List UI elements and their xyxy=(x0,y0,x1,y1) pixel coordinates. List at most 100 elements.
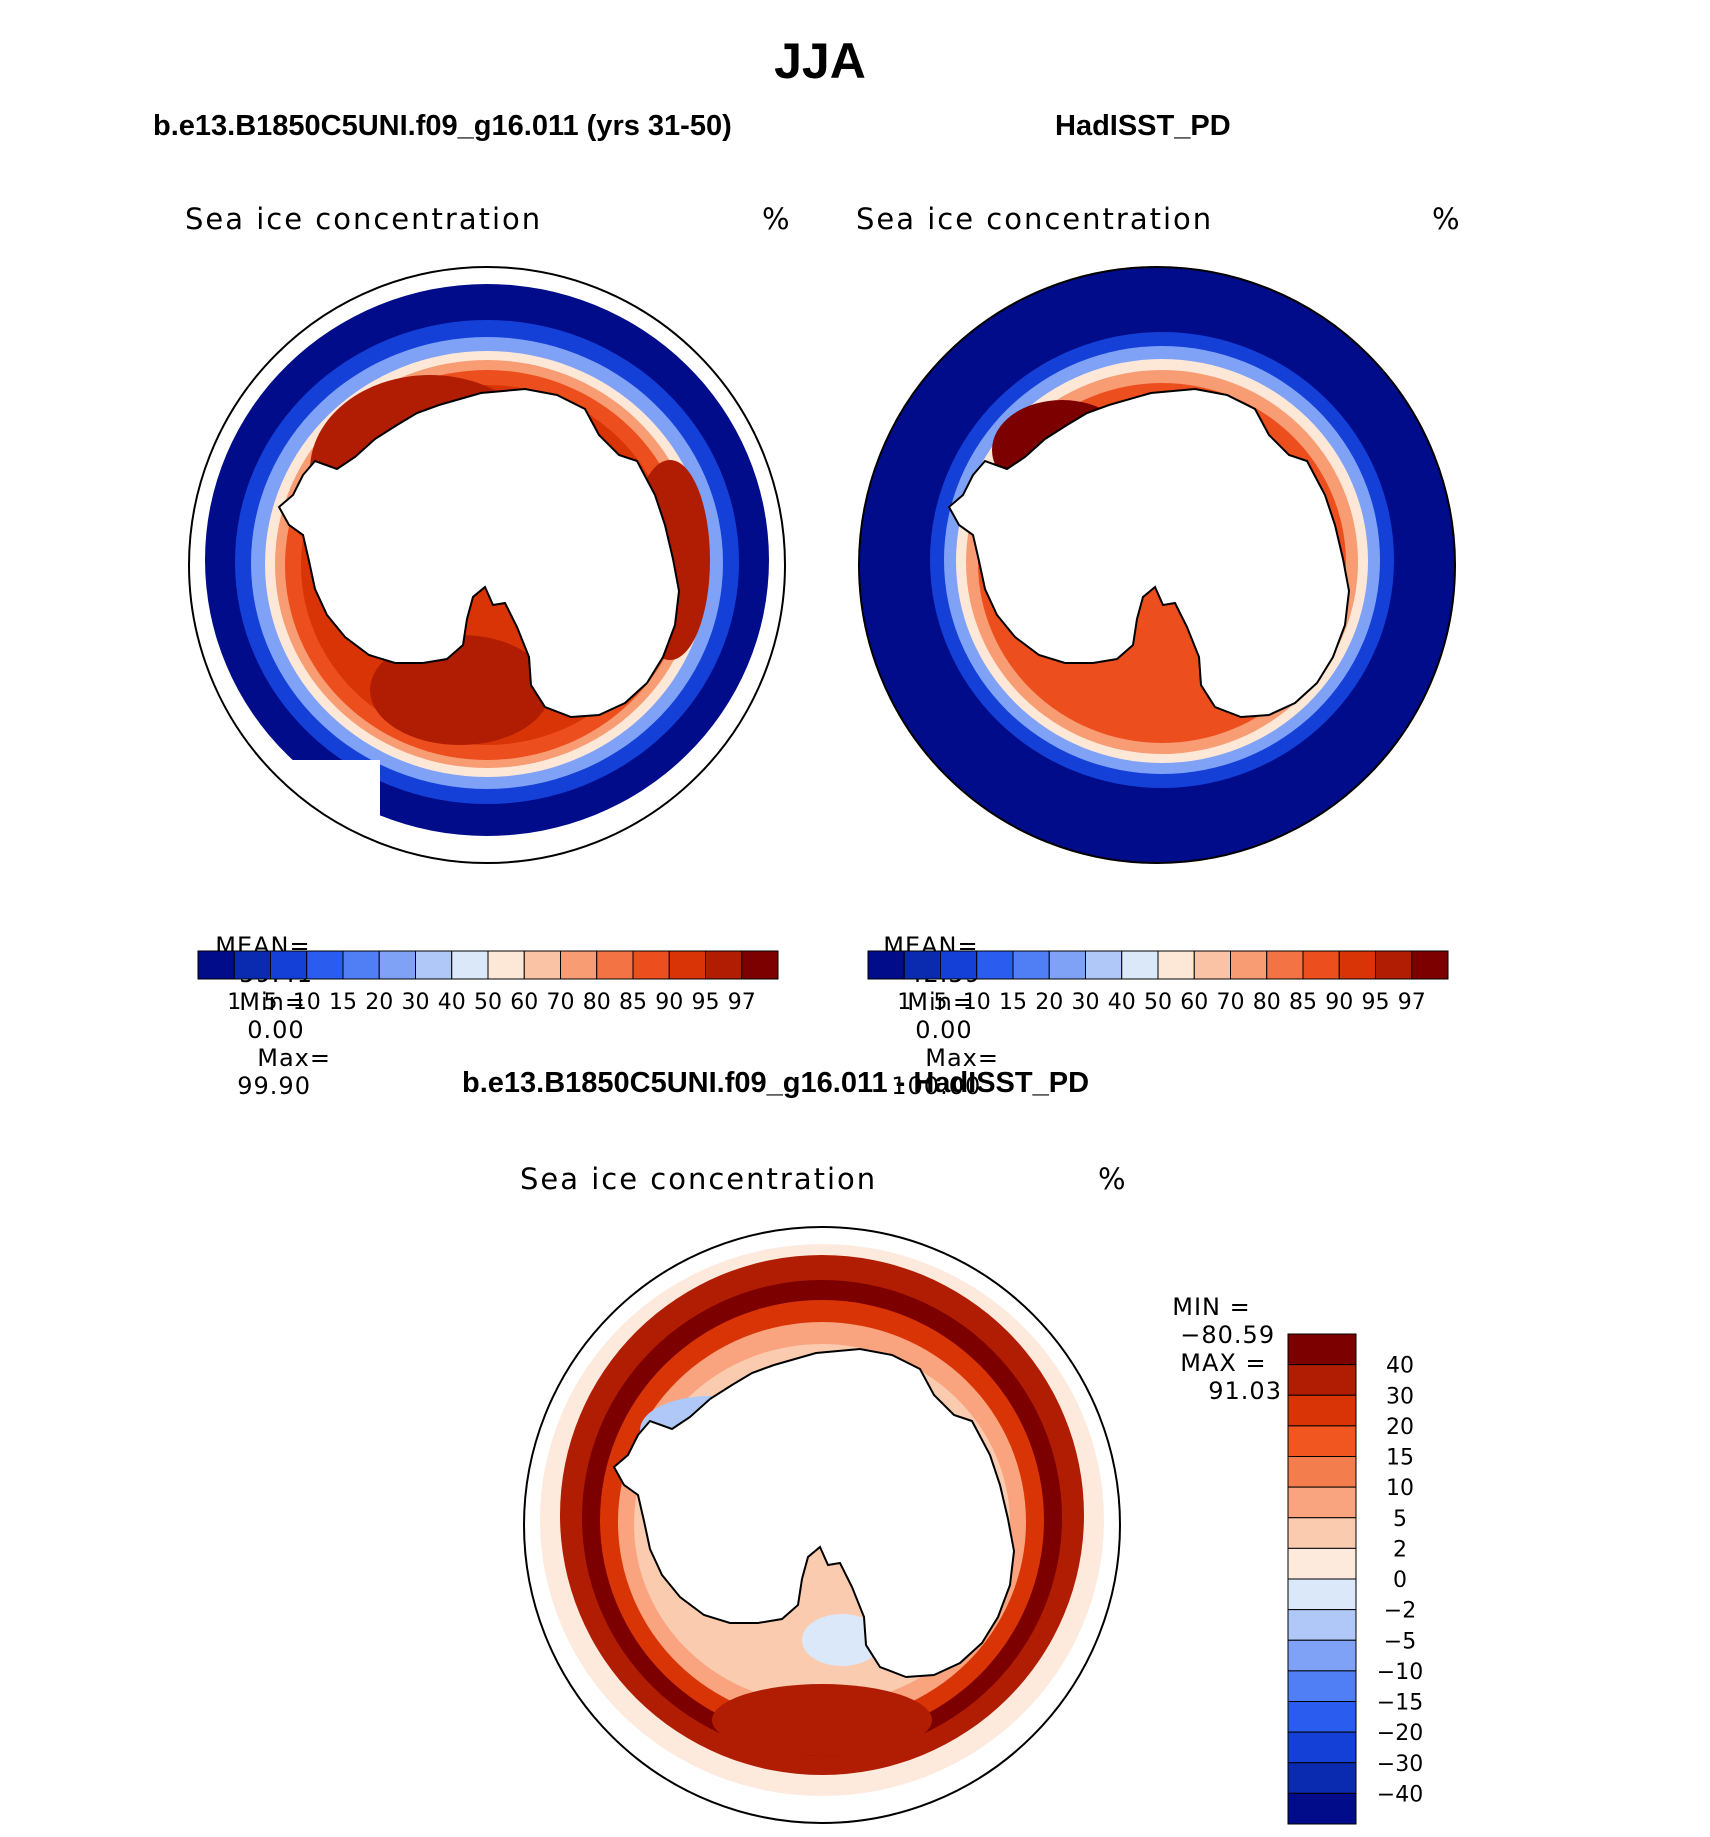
diff-colorbar-swatch xyxy=(1287,1762,1357,1794)
model-colorbar-swatch xyxy=(415,950,453,980)
diff-colorbar-swatch xyxy=(1287,1364,1357,1396)
obs-colorbar-swatch xyxy=(1375,950,1413,980)
diff-max-value: 91.03 xyxy=(1208,1377,1282,1405)
diff-min-label: MIN = xyxy=(1172,1293,1251,1321)
diff-colorbar-swatch xyxy=(1287,1333,1357,1366)
obs-colorbar-tick-label: 80 xyxy=(1253,990,1281,1015)
obs-units-label: % xyxy=(1432,202,1460,236)
model-colorbar-swatch xyxy=(451,950,489,980)
diff-colorbar-swatch xyxy=(1287,1425,1357,1457)
model-colorbar-swatch xyxy=(197,950,235,980)
obs-colorbar-swatch xyxy=(1338,950,1376,980)
obs-colorbar-swatch xyxy=(1230,950,1268,980)
diff-map xyxy=(523,1226,1121,1824)
diff-colorbar-swatch xyxy=(1287,1517,1357,1549)
obs-colorbar-swatch xyxy=(903,950,941,980)
obs-colorbar-swatch xyxy=(1048,950,1086,980)
diff-colorbar-swatch xyxy=(1287,1670,1357,1702)
diff-colorbar-swatch xyxy=(1287,1701,1357,1733)
diff-colorbar-swatch xyxy=(1287,1547,1357,1580)
model-map xyxy=(188,266,786,864)
diff-panel-title: b.e13.B1850C5UNI.f09_g16.011 - HadISST_P… xyxy=(462,1067,1090,1099)
diff-max-label: MAX = xyxy=(1180,1349,1267,1377)
model-colorbar-tick-label: 97 xyxy=(728,990,756,1015)
diff-colorbar-tick-label: 40 xyxy=(1386,1354,1414,1379)
diff-colorbar-tick-label: −30 xyxy=(1377,1752,1423,1777)
model-colorbar-swatch xyxy=(560,950,598,980)
obs-map xyxy=(858,266,1456,864)
figure-title: JJA xyxy=(774,33,866,89)
model-colorbar-swatch xyxy=(523,950,561,980)
obs-colorbar-swatch xyxy=(1012,950,1050,980)
model-min-value: 0.00 xyxy=(247,1016,305,1044)
obs-max-value: 100.00 xyxy=(891,1072,982,1100)
model-colorbar-swatch xyxy=(705,950,743,980)
obs-colorbar-swatch xyxy=(1266,950,1304,980)
obs-colorbar-swatch xyxy=(867,950,905,980)
diff-colorbar-swatch xyxy=(1287,1578,1357,1611)
obs-panel-title: HadISST_PD xyxy=(1055,110,1231,142)
diff-colorbar-tick-label: 30 xyxy=(1386,1384,1414,1409)
model-units-label: % xyxy=(762,202,790,236)
model-colorbar-tick-label: 95 xyxy=(692,990,720,1015)
model-variable-label: Sea ice concentration xyxy=(185,202,543,236)
model-colorbar-swatch xyxy=(741,950,779,980)
diff-units-label: % xyxy=(1098,1162,1126,1196)
obs-colorbar-swatch xyxy=(1411,950,1449,980)
model-colorbar-tick-label: 5 xyxy=(264,990,278,1015)
diff-colorbar-tick-label: 2 xyxy=(1393,1537,1407,1562)
model-colorbar-tick-label: 15 xyxy=(329,990,357,1015)
obs-colorbar-tick-label: 1 xyxy=(897,990,911,1015)
model-colorbar-swatch xyxy=(270,950,308,980)
model-colorbar-tick-label: 30 xyxy=(402,990,430,1015)
model-colorbar-swatch xyxy=(342,950,380,980)
obs-colorbar: 1 5 10 15 20 30 40 50 60 70 80 85 90 95 97 xyxy=(867,950,1449,1015)
obs-colorbar-swatch xyxy=(976,950,1014,980)
obs-min-value: 0.00 xyxy=(915,1016,973,1044)
obs-colorbar-swatch xyxy=(1193,950,1231,980)
model-max-value: 99.90 xyxy=(237,1072,311,1100)
diff-colorbar-tick-label: −10 xyxy=(1377,1660,1423,1685)
model-colorbar-swatch xyxy=(668,950,706,980)
model-colorbar-tick-label: 90 xyxy=(655,990,683,1015)
diff-variable-label: Sea ice concentration xyxy=(520,1162,878,1196)
obs-colorbar-tick-label: 70 xyxy=(1217,990,1245,1015)
model-colorbar-tick-label: 70 xyxy=(547,990,575,1015)
model-colorbar-swatch xyxy=(632,950,670,980)
diff-colorbar-tick-label: 10 xyxy=(1386,1476,1414,1501)
obs-colorbar-tick-label: 50 xyxy=(1144,990,1172,1015)
diff-colorbar-tick-label: −15 xyxy=(1377,1691,1423,1716)
obs-colorbar-tick-label: 97 xyxy=(1398,990,1426,1015)
diff-colorbar-swatch xyxy=(1287,1639,1357,1672)
diff-colorbar-swatch xyxy=(1287,1731,1357,1764)
diff-colorbar-tick-label: 15 xyxy=(1386,1446,1414,1471)
model-colorbar: 1 5 10 15 20 30 40 50 60 70 80 85 90 95 97 xyxy=(197,950,779,1015)
diff-colorbar-swatch xyxy=(1287,1609,1357,1641)
model-colorbar-tick-label: 10 xyxy=(293,990,321,1015)
diff-colorbar-tick-label: −5 xyxy=(1384,1629,1416,1654)
obs-colorbar-tick-label: 60 xyxy=(1180,990,1208,1015)
diff-colorbar-tick-label: −20 xyxy=(1377,1721,1423,1746)
obs-colorbar-tick-label: 10 xyxy=(963,990,991,1015)
model-colorbar-tick-label: 40 xyxy=(438,990,466,1015)
diff-colorbar-swatch xyxy=(1287,1456,1357,1488)
diff-stats: MIN = −80.59 MAX = 91.03 xyxy=(1155,1265,1282,1405)
obs-variable-label: Sea ice concentration xyxy=(856,202,1214,236)
model-colorbar-tick-label: 50 xyxy=(474,990,502,1015)
obs-colorbar-tick-label: 30 xyxy=(1072,990,1100,1015)
model-colorbar-swatch xyxy=(596,950,634,980)
obs-colorbar-swatch xyxy=(1121,950,1159,980)
model-colorbar-tick-label: 80 xyxy=(583,990,611,1015)
model-panel-title: b.e13.B1850C5UNI.f09_g16.011 (yrs 31-50) xyxy=(153,110,732,142)
model-colorbar-swatch xyxy=(306,950,344,980)
obs-colorbar-tick-label: 95 xyxy=(1362,990,1390,1015)
diff-colorbar-swatch xyxy=(1287,1394,1357,1427)
obs-colorbar-tick-label: 20 xyxy=(1035,990,1063,1015)
diff-min-value: −80.59 xyxy=(1180,1321,1276,1349)
model-colorbar-swatch xyxy=(378,950,416,980)
model-colorbar-tick-label: 85 xyxy=(619,990,647,1015)
obs-colorbar-tick-label: 5 xyxy=(934,990,948,1015)
model-colorbar-tick-label: 60 xyxy=(510,990,538,1015)
